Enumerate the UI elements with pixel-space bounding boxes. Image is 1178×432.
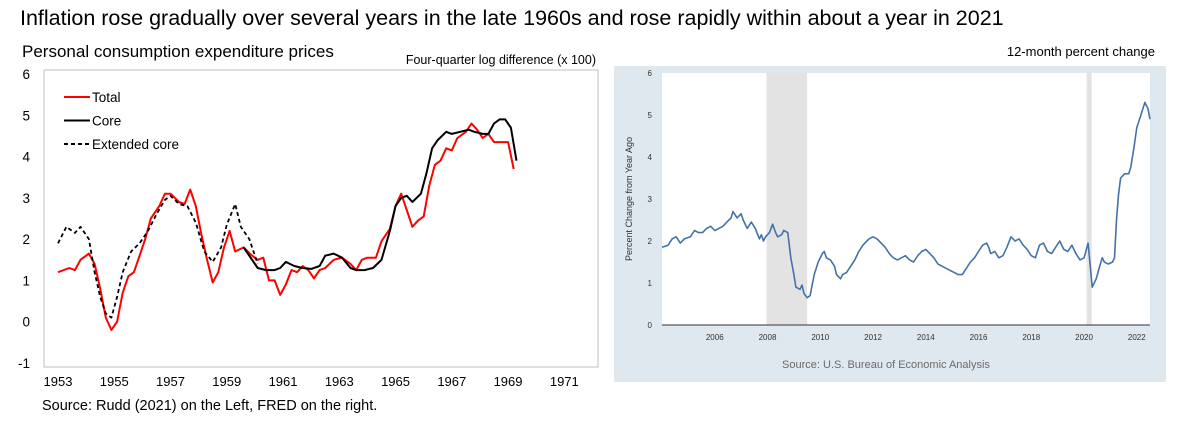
left-plot-frame	[43, 69, 599, 368]
right-x-tick-label: 2020	[1075, 333, 1093, 342]
right-y-tick-label: 2	[648, 237, 653, 246]
right-y-tick-label: 5	[648, 111, 653, 120]
series-line-pce-12-month	[661, 101, 1151, 299]
left-y-tick-label: 3	[22, 191, 30, 206]
left-y-tick-label: 2	[22, 232, 30, 247]
left-x-tick-label: 1959	[212, 374, 241, 389]
right-x-tick-label: 2010	[811, 333, 829, 342]
legend-label: Core	[92, 114, 121, 129]
right-x-tick-label: 2016	[970, 333, 988, 342]
legend-label: Extended core	[92, 137, 179, 152]
left-y-tick-label: 0	[22, 315, 30, 330]
right-y-tick-label: 3	[648, 195, 653, 204]
left-x-tick-label: 1955	[100, 374, 129, 389]
left-y-tick-label: 5	[22, 108, 30, 123]
right-y-tick-label: 6	[648, 69, 653, 78]
right-plot-area	[662, 73, 1150, 325]
right-x-tick-label: 2006	[706, 333, 724, 342]
right-source-note: Source: U.S. Bureau of Economic Analysis	[782, 359, 990, 371]
right-y-tick-label: 4	[648, 153, 653, 162]
right-y-tick-label: 1	[648, 279, 653, 288]
left-x-tick-label: 1963	[325, 374, 354, 389]
right-x-tick-label: 2012	[864, 333, 882, 342]
left-x-tick-label: 1969	[494, 374, 523, 389]
series-line-total	[57, 122, 515, 331]
recession-shading	[1086, 73, 1092, 325]
source-note: Source: Rudd (2021) on the Left, FRED on…	[42, 398, 378, 414]
right-x-tick-label: 2014	[917, 333, 935, 342]
series-line-core	[242, 118, 518, 272]
right-y-axis-label: Percent Change from Year Ago	[624, 137, 634, 261]
right-x-tick-label: 2018	[1022, 333, 1040, 342]
recession-shading	[766, 73, 808, 325]
left-x-tick-label: 1961	[269, 374, 298, 389]
left-x-tick-label: 1965	[381, 374, 410, 389]
page-title: Inflation rose gradually over several ye…	[20, 6, 1004, 30]
left-y-tick-label: -1	[18, 356, 30, 371]
left-chart-unit-label: Four-quarter log difference (x 100)	[405, 53, 596, 67]
left-x-tick-label: 1967	[437, 374, 466, 389]
left-y-tick-label: 4	[22, 150, 30, 165]
legend-label: Total	[92, 90, 121, 105]
left-y-tick-label: 6	[22, 67, 30, 82]
right-y-tick-label: 0	[648, 321, 653, 330]
left-chart-subtitle: Personal consumption expenditure prices	[22, 42, 334, 61]
right-x-tick-label: 2008	[759, 333, 777, 342]
left-y-tick-label: 1	[22, 273, 30, 288]
left-x-tick-label: 1971	[550, 374, 579, 389]
left-x-tick-label: 1953	[44, 374, 73, 389]
left-x-tick-label: 1957	[156, 374, 185, 389]
right-chart-unit-label: 12-month percent change	[1006, 44, 1155, 59]
right-x-tick-label: 2022	[1128, 333, 1146, 342]
